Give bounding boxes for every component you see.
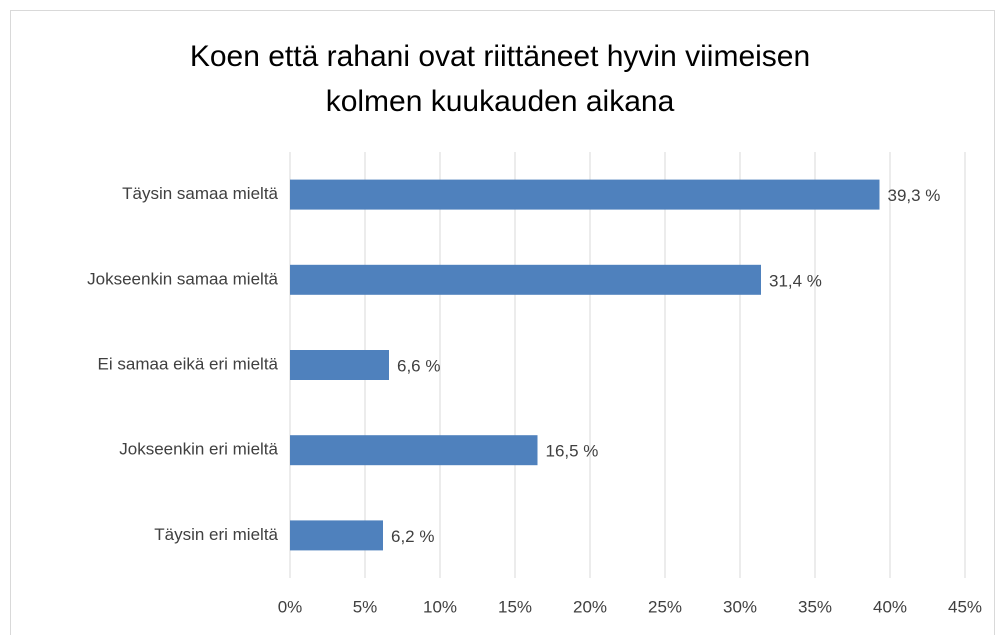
x-tick-label: 45% bbox=[948, 597, 982, 616]
x-tick-label: 25% bbox=[648, 597, 682, 616]
chart-border bbox=[10, 10, 995, 635]
x-tick-label: 35% bbox=[798, 597, 832, 616]
data-label: 16,5 % bbox=[546, 442, 599, 461]
y-tick-label: Täysin samaa mieltä bbox=[122, 184, 278, 203]
x-tick-label: 20% bbox=[573, 597, 607, 616]
bar bbox=[290, 520, 383, 551]
x-tick-label: 30% bbox=[723, 597, 757, 616]
bar bbox=[290, 179, 880, 210]
bar bbox=[290, 350, 389, 380]
data-label: 6,2 % bbox=[391, 527, 434, 546]
data-label: 31,4 % bbox=[769, 271, 822, 290]
y-tick-label: Jokseenkin eri mieltä bbox=[119, 440, 278, 459]
y-tick-label: Ei samaa eikä eri mieltä bbox=[98, 354, 279, 373]
chart-title: Koen että rahani ovat riittäneet hyvin v… bbox=[189, 40, 811, 118]
data-label: 39,3 % bbox=[888, 186, 941, 205]
x-tick-label: 5% bbox=[353, 597, 378, 616]
data-label: 6,6 % bbox=[397, 356, 440, 375]
y-tick-label: Täysin eri mieltä bbox=[154, 525, 278, 544]
x-tick-label: 10% bbox=[423, 597, 457, 616]
x-tick-label: 0% bbox=[278, 597, 303, 616]
bar bbox=[290, 264, 761, 295]
y-tick-label: Jokseenkin samaa mieltä bbox=[87, 269, 278, 288]
x-tick-label: 40% bbox=[873, 597, 907, 616]
x-tick-label: 15% bbox=[498, 597, 532, 616]
bar bbox=[290, 435, 538, 466]
